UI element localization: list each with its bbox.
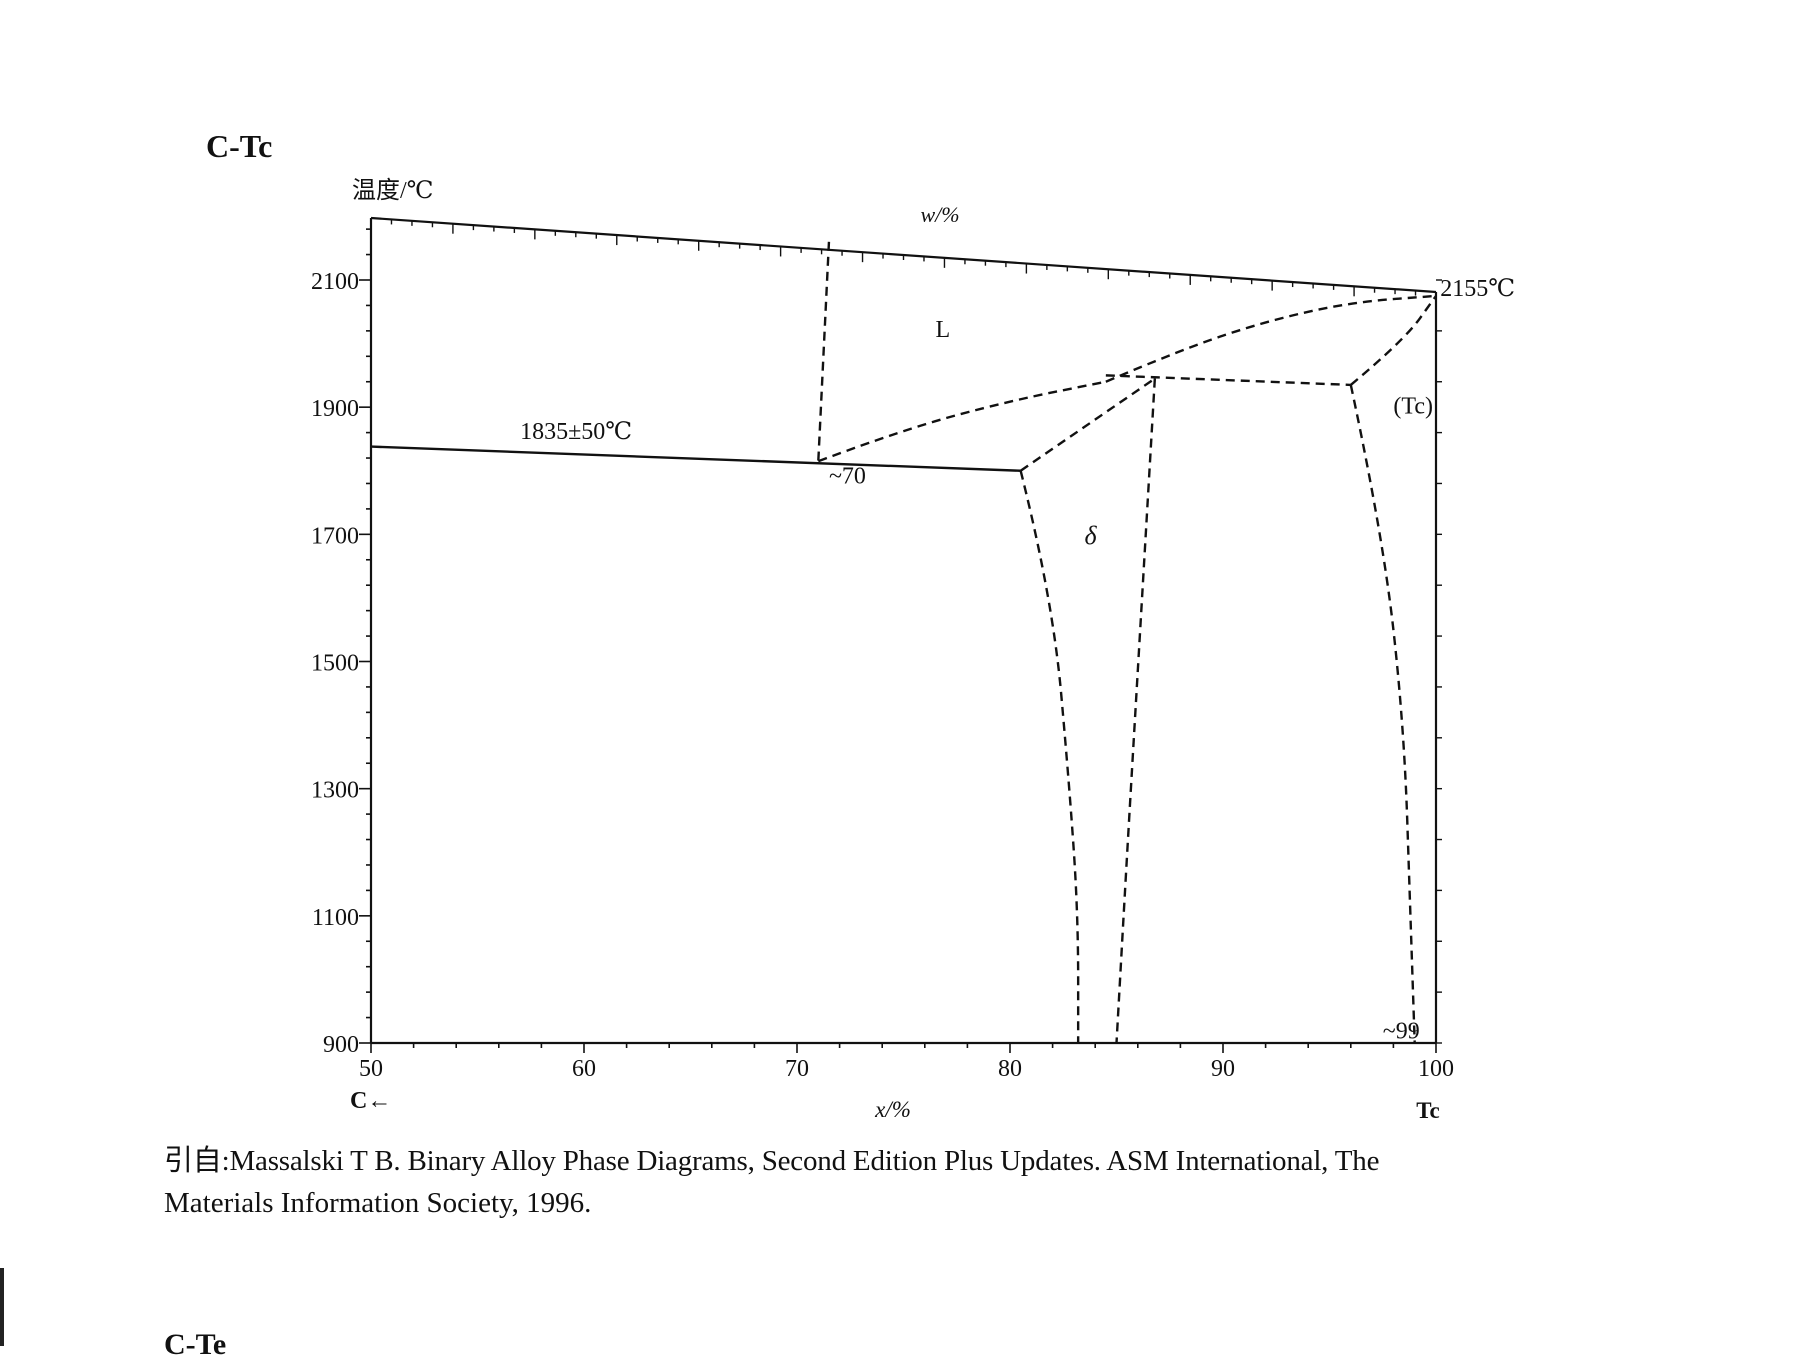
x-axis-label: x/%	[874, 1097, 911, 1122]
boundary-delta-right-boundary	[1115, 378, 1157, 1044]
y-tick-label: 1700	[311, 523, 359, 549]
y-tick-label: 900	[323, 1032, 359, 1058]
annotation-label: δ	[1085, 521, 1098, 550]
source-citation: 引自:Massalski T B. Binary Alloy Phase Dia…	[164, 1140, 1664, 1224]
boundary-liquidus-delta	[817, 380, 1107, 463]
y-tick-label: 1500	[311, 651, 359, 677]
left-element-label: C←	[350, 1088, 391, 1114]
phase-boundaries	[370, 241, 1437, 1044]
x-tick-label: 70	[785, 1056, 809, 1082]
x-tick-label: 50	[359, 1056, 383, 1082]
annotation-label: ~70	[829, 463, 866, 489]
annotation-label: L	[935, 317, 950, 343]
y-axis-label: 温度/℃	[352, 177, 434, 204]
y-tick-label: 1300	[311, 778, 359, 804]
annotation-label: 2155℃	[1440, 276, 1515, 302]
boundary-eutectic	[370, 445, 1021, 472]
annotations: Lδ (Tc) 1835±50℃ ~70 2155℃ ~99	[520, 276, 1515, 1045]
source-line-1: 引自:Massalski T B. Binary Alloy Phase Dia…	[164, 1145, 1380, 1177]
y-tick-label: 1900	[311, 396, 359, 422]
annotation-label: ~99	[1383, 1019, 1420, 1045]
x-tick-label: 100	[1418, 1056, 1454, 1082]
boundary-liquidus-C	[817, 241, 831, 462]
top-axis-label: w/%	[920, 202, 959, 227]
boundary-peritectic	[1105, 374, 1351, 387]
boundary-Tc-solvus	[1349, 384, 1416, 1044]
y-tick-label: 1100	[312, 905, 359, 931]
source-line-2: Materials Information Society, 1996.	[164, 1187, 592, 1219]
annotation-label: 1835±50℃	[520, 419, 632, 445]
plot-frame	[369, 216, 1438, 1045]
y-tick-label: 2100	[311, 269, 359, 295]
boundary-Tc-liquidus	[1350, 295, 1437, 386]
right-element-label: Tc	[1416, 1098, 1439, 1123]
scan-edge-mark	[0, 1268, 4, 1346]
next-section-title: C-Te	[164, 1328, 227, 1361]
x-tick-label: 90	[1211, 1056, 1235, 1082]
boundary-delta-left-boundary	[1019, 470, 1080, 1043]
boundary-delta-liquidus-left	[1019, 377, 1156, 472]
x-tick-label: 80	[998, 1056, 1022, 1082]
boundary-liquidus-Tc	[1105, 294, 1437, 383]
axis-tick-labels: 900 1100 1300 1500 1700 1900 2100 50 60 70 80 90 100	[311, 269, 1454, 1082]
x-tick-label: 60	[572, 1056, 596, 1082]
annotation-label: (Tc)	[1393, 394, 1433, 420]
axis-ticks	[359, 218, 1442, 1053]
page-title: C-Tc	[206, 128, 273, 164]
